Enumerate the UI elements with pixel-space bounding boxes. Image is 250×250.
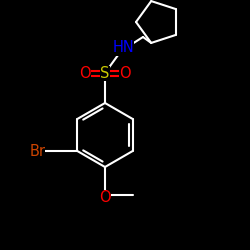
Text: O: O xyxy=(99,190,111,204)
Text: HN: HN xyxy=(112,40,134,56)
Text: O: O xyxy=(119,66,131,80)
Text: S: S xyxy=(100,66,110,80)
Text: O: O xyxy=(79,66,91,80)
Text: Br: Br xyxy=(29,144,45,158)
